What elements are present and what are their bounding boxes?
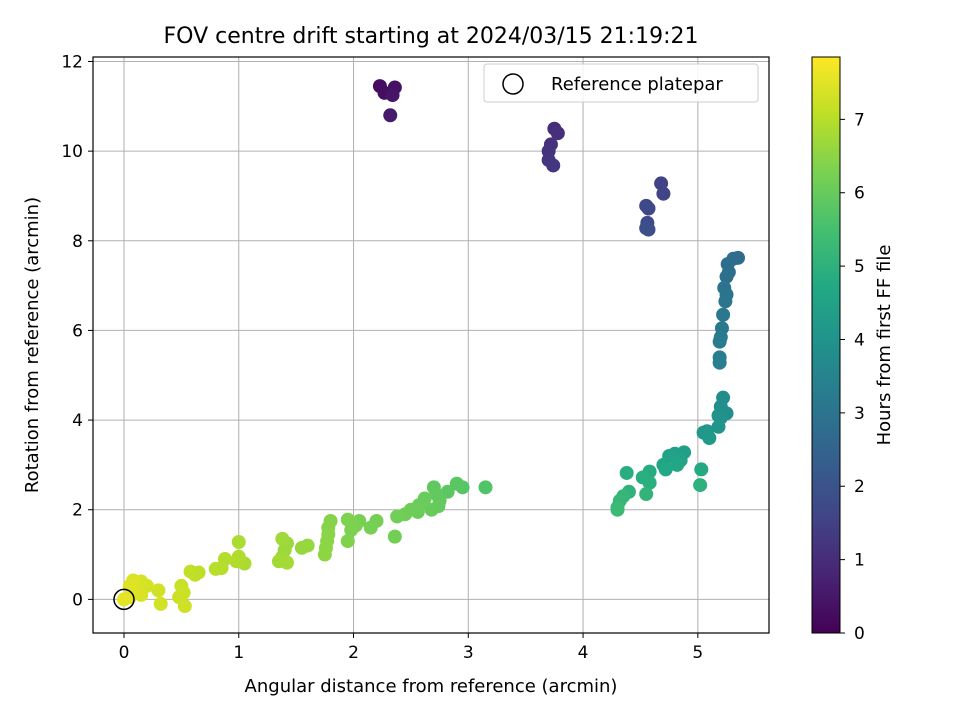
y-tick-label: 0 — [72, 590, 83, 610]
data-point — [658, 462, 673, 477]
y-tick-label: 8 — [72, 232, 83, 252]
data-point — [719, 269, 734, 284]
data-point — [387, 529, 402, 544]
y-tick-label: 10 — [61, 142, 83, 162]
grid — [93, 57, 769, 633]
data-point — [670, 457, 685, 472]
data-point — [424, 502, 439, 517]
data-point — [711, 419, 726, 434]
colorbar: 0 1 2 3 4 5 6 7 Hours from first FF file — [811, 56, 895, 644]
data-point — [275, 531, 290, 546]
data-point — [340, 534, 355, 549]
data-point — [116, 592, 131, 607]
data-point — [183, 564, 198, 579]
data-point — [718, 294, 733, 309]
data-point — [229, 554, 244, 569]
data-point — [294, 540, 309, 555]
legend-entry: Reference platepar — [551, 74, 723, 95]
data-point — [279, 555, 294, 570]
legend: Reference platepar — [483, 63, 759, 103]
x-tick-label: 4 — [578, 643, 589, 663]
data-point — [478, 480, 493, 495]
reference-marker — [113, 588, 135, 611]
data-point — [716, 307, 731, 322]
plot-frame — [92, 56, 770, 634]
colorbar-gradient — [812, 57, 840, 633]
data-point — [208, 561, 223, 576]
x-axis-label: Angular distance from reference (arcmin) — [245, 676, 618, 697]
data-point — [153, 596, 168, 611]
data-point — [390, 509, 405, 524]
x-tick-label: 5 — [692, 643, 703, 663]
data-point — [383, 108, 398, 123]
y-axis: 0 2 4 6 8 10 12 — [61, 52, 93, 610]
y-axis-label: Rotation from reference (arcmin) — [22, 197, 43, 493]
data-point — [610, 502, 625, 517]
data-point — [641, 222, 656, 237]
colorbar-tick-label: 7 — [854, 110, 865, 130]
data-point — [231, 535, 246, 550]
y-tick-label: 2 — [72, 501, 83, 521]
colorbar-tick-label: 4 — [854, 330, 865, 350]
data-point — [550, 126, 565, 141]
data-point — [712, 355, 727, 370]
colorbar-tick-label: 2 — [854, 477, 865, 497]
legend-box — [483, 63, 759, 103]
data-point — [642, 475, 657, 490]
y-tick-label: 12 — [61, 52, 83, 72]
data-point — [440, 484, 455, 499]
colorbar-tick-label: 3 — [854, 404, 865, 424]
colorbar-frame — [811, 56, 841, 634]
colorbar-label: Hours from first FF file — [874, 245, 895, 446]
data-point — [177, 599, 192, 614]
chart-title: FOV centre drift starting at 2024/03/15 … — [164, 24, 699, 49]
colorbar-tick-label: 0 — [854, 624, 865, 644]
data-point — [694, 462, 709, 477]
x-tick-label: 2 — [348, 643, 359, 663]
data-point — [363, 520, 378, 535]
colorbar-tick-label: 1 — [854, 551, 865, 571]
y-tick-label: 6 — [72, 321, 83, 341]
data-point — [340, 512, 355, 527]
data-points — [113, 79, 746, 614]
legend-marker — [502, 73, 524, 95]
data-point — [151, 583, 166, 598]
data-point — [619, 465, 634, 480]
colorbar-tick-label: 5 — [854, 257, 865, 277]
data-point — [641, 201, 656, 216]
x-tick-label: 1 — [233, 643, 244, 663]
x-tick-label: 3 — [463, 643, 474, 663]
colorbar-tick-label: 6 — [854, 184, 865, 204]
data-point — [546, 158, 561, 173]
data-point — [317, 547, 332, 562]
data-point — [693, 478, 708, 493]
data-point — [702, 431, 717, 446]
data-point — [656, 186, 671, 201]
x-axis: 0 1 2 3 4 5 — [119, 633, 703, 663]
y-tick-label: 4 — [72, 411, 83, 431]
data-point — [639, 487, 654, 502]
x-tick-label: 0 — [119, 643, 130, 663]
colorbar-ticks: 0 1 2 3 4 5 6 7 — [840, 110, 865, 644]
data-point — [712, 334, 727, 349]
data-point — [449, 476, 464, 491]
data-point — [385, 88, 400, 103]
